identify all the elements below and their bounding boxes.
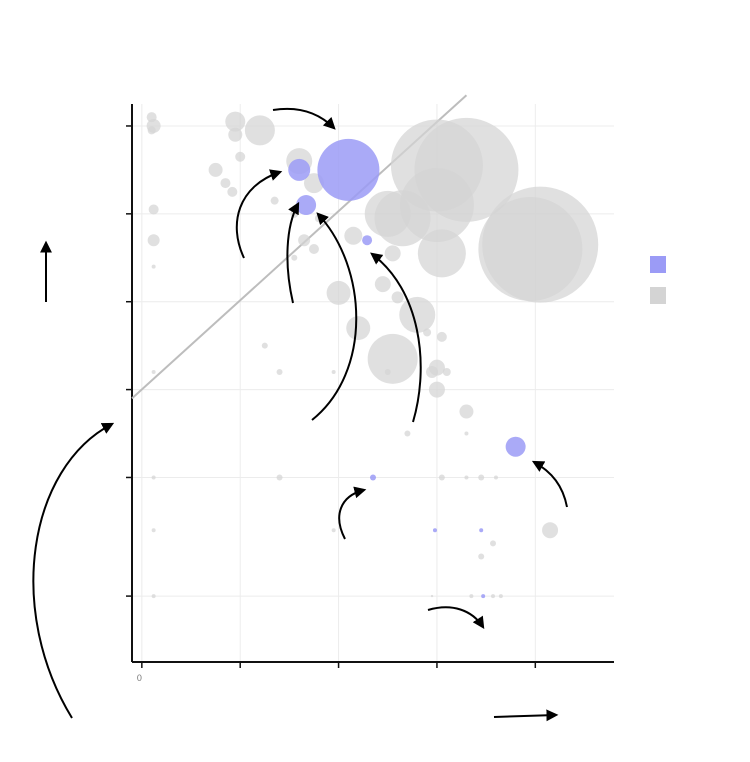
bubble-others-38	[151, 370, 156, 375]
annotation-arrow-5	[338, 486, 367, 540]
bubble-others-64	[491, 594, 496, 599]
bubble-others-52	[438, 474, 445, 481]
bubble-others-44	[442, 368, 451, 377]
annotation-arrow-axis	[32, 422, 115, 719]
bubble-highlighted-6	[432, 528, 437, 533]
bubble-highlighted-4	[505, 436, 526, 457]
bubble-others-29	[291, 254, 298, 261]
bubble-others-15	[326, 280, 351, 305]
annotation-arrow-6	[531, 460, 568, 508]
bubble-others-40	[331, 370, 336, 375]
bubble-others-66	[151, 594, 156, 599]
annotation-arrow-top	[272, 107, 336, 130]
annotation-arrows	[32, 107, 568, 722]
bubble-highlighted-8	[481, 594, 486, 599]
annotation-arrow-7	[427, 606, 485, 630]
bubble-others-50	[464, 431, 469, 436]
axes: 0	[126, 104, 614, 683]
bubble-highlighted-5	[370, 474, 376, 481]
bubble-others-10	[244, 115, 275, 146]
bubble-others-47	[423, 328, 432, 337]
bubble-highlighted-2	[296, 195, 317, 216]
x-tick-label-0: 0	[137, 673, 142, 683]
bubble-others-33	[147, 126, 156, 135]
bubble-highlighted-0	[317, 138, 380, 201]
bubble-others-14	[346, 316, 371, 341]
annotation-arrow-2	[286, 201, 300, 304]
bubble-others-48	[459, 404, 474, 419]
bubble-others-36	[151, 264, 156, 269]
bubble-others-62	[430, 594, 434, 598]
bubble-others-8	[367, 333, 418, 384]
legend	[650, 256, 666, 304]
bubble-others-49	[404, 430, 411, 437]
bubble-others-58	[151, 528, 156, 533]
bubble-others-53	[464, 475, 469, 480]
bubble-others-37	[261, 342, 268, 349]
bubble-others-16	[344, 226, 363, 245]
bubble-others-27	[308, 243, 319, 254]
bubble-others-21	[235, 151, 246, 162]
bubble-others-60	[490, 540, 497, 547]
bubble-others-6	[374, 190, 431, 247]
legend-swatch-0	[650, 256, 666, 273]
series-others	[146, 111, 599, 599]
bubble-others-9	[399, 296, 436, 333]
bubble-others-3	[478, 196, 583, 301]
bubble-others-20	[228, 127, 243, 142]
x-direction-arrow	[493, 709, 559, 722]
bubble-others-59	[331, 528, 336, 533]
bubble-others-7	[417, 229, 466, 278]
bubble-others-22	[208, 162, 223, 177]
annotation-arrow-1	[235, 169, 283, 259]
bubble-others-35	[147, 234, 160, 247]
bubble-others-45	[428, 381, 445, 398]
bubble-others-55	[493, 475, 498, 480]
legend-swatch-1	[650, 287, 666, 304]
bubble-others-18	[374, 276, 391, 293]
bubble-others-41	[384, 369, 391, 376]
bubble-others-23	[220, 178, 231, 189]
bubble-others-43	[428, 359, 445, 376]
annotation-arrow-3	[311, 212, 358, 421]
bubble-others-65	[498, 594, 503, 599]
bubble-others-54	[478, 474, 485, 481]
bubble-others-51	[542, 522, 559, 539]
bubble-others-17	[384, 245, 401, 262]
bubble-others-11	[225, 111, 246, 132]
bubble-others-63	[469, 594, 474, 599]
bubble-others-61	[478, 553, 485, 560]
bubble-others-46	[436, 331, 447, 342]
bubble-highlighted-1	[288, 158, 311, 181]
bubble-others-28	[298, 234, 311, 247]
bubble-others-19	[391, 291, 404, 304]
series-highlighted	[288, 138, 526, 599]
bubble-others-25	[270, 196, 279, 205]
bubble-highlighted-7	[479, 528, 484, 533]
bubble-others-56	[276, 474, 283, 481]
bubble-others-34	[148, 204, 159, 215]
annotation-arrow-4	[370, 252, 422, 423]
bubble-highlighted-3	[362, 235, 373, 246]
bubbles	[146, 111, 599, 599]
bubble-others-39	[276, 369, 283, 376]
bubble-others-57	[151, 475, 156, 480]
bubble-others-24	[227, 186, 238, 197]
